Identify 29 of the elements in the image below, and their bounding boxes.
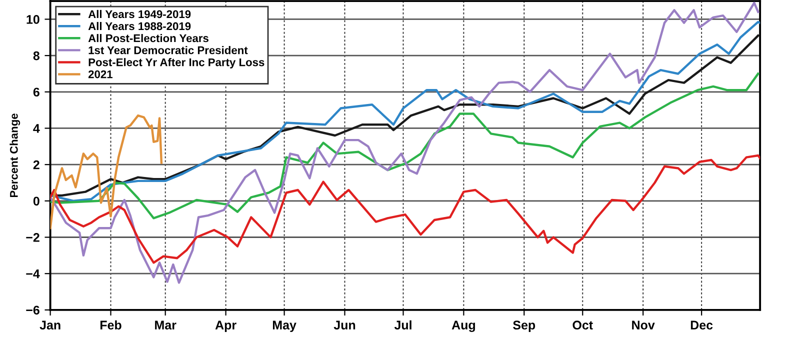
x-tick-label: Dec xyxy=(690,320,713,330)
y-tick-label: −4 xyxy=(26,270,40,278)
y-axis-title: Percent Change xyxy=(10,114,20,198)
line-series xyxy=(50,114,163,230)
x-tick-label: Feb xyxy=(100,320,122,330)
x-tick-label: Oct xyxy=(572,320,593,330)
y-tick-label: 6 xyxy=(33,88,40,97)
legend-label: All Years 1988-2019 xyxy=(88,22,191,30)
x-tick-label: Aug xyxy=(452,320,475,332)
x-tick-label: May xyxy=(272,320,296,332)
x-tick-label: Jan xyxy=(40,320,60,330)
legend-label: 2021 xyxy=(88,70,112,78)
legend-label: All Years 1949-2019 xyxy=(88,10,191,18)
y-tick-label: 2 xyxy=(33,160,40,170)
y-tick-label: 4 xyxy=(33,124,40,133)
x-tick-label: Mar xyxy=(155,320,176,330)
y-tick-label: −6 xyxy=(26,306,40,315)
x-tick-label: Sep xyxy=(513,320,536,332)
y-tick-label: 0 xyxy=(33,196,40,206)
y-tick-label: 8 xyxy=(33,51,40,60)
x-tick-label: Nov xyxy=(632,320,655,330)
legend-label: Post-Elect Yr After Inc Party Loss xyxy=(88,58,264,68)
x-tick-label: Jul xyxy=(394,320,412,330)
legend-label: 1st Year Democratic President xyxy=(88,46,248,54)
legend-label: All Post-Election Years xyxy=(88,34,208,42)
y-tick-label: −2 xyxy=(26,233,40,242)
y-tick-label: 10 xyxy=(26,15,40,24)
x-tick-label: Apr xyxy=(215,320,236,332)
x-tick-label: Jun xyxy=(334,320,356,330)
